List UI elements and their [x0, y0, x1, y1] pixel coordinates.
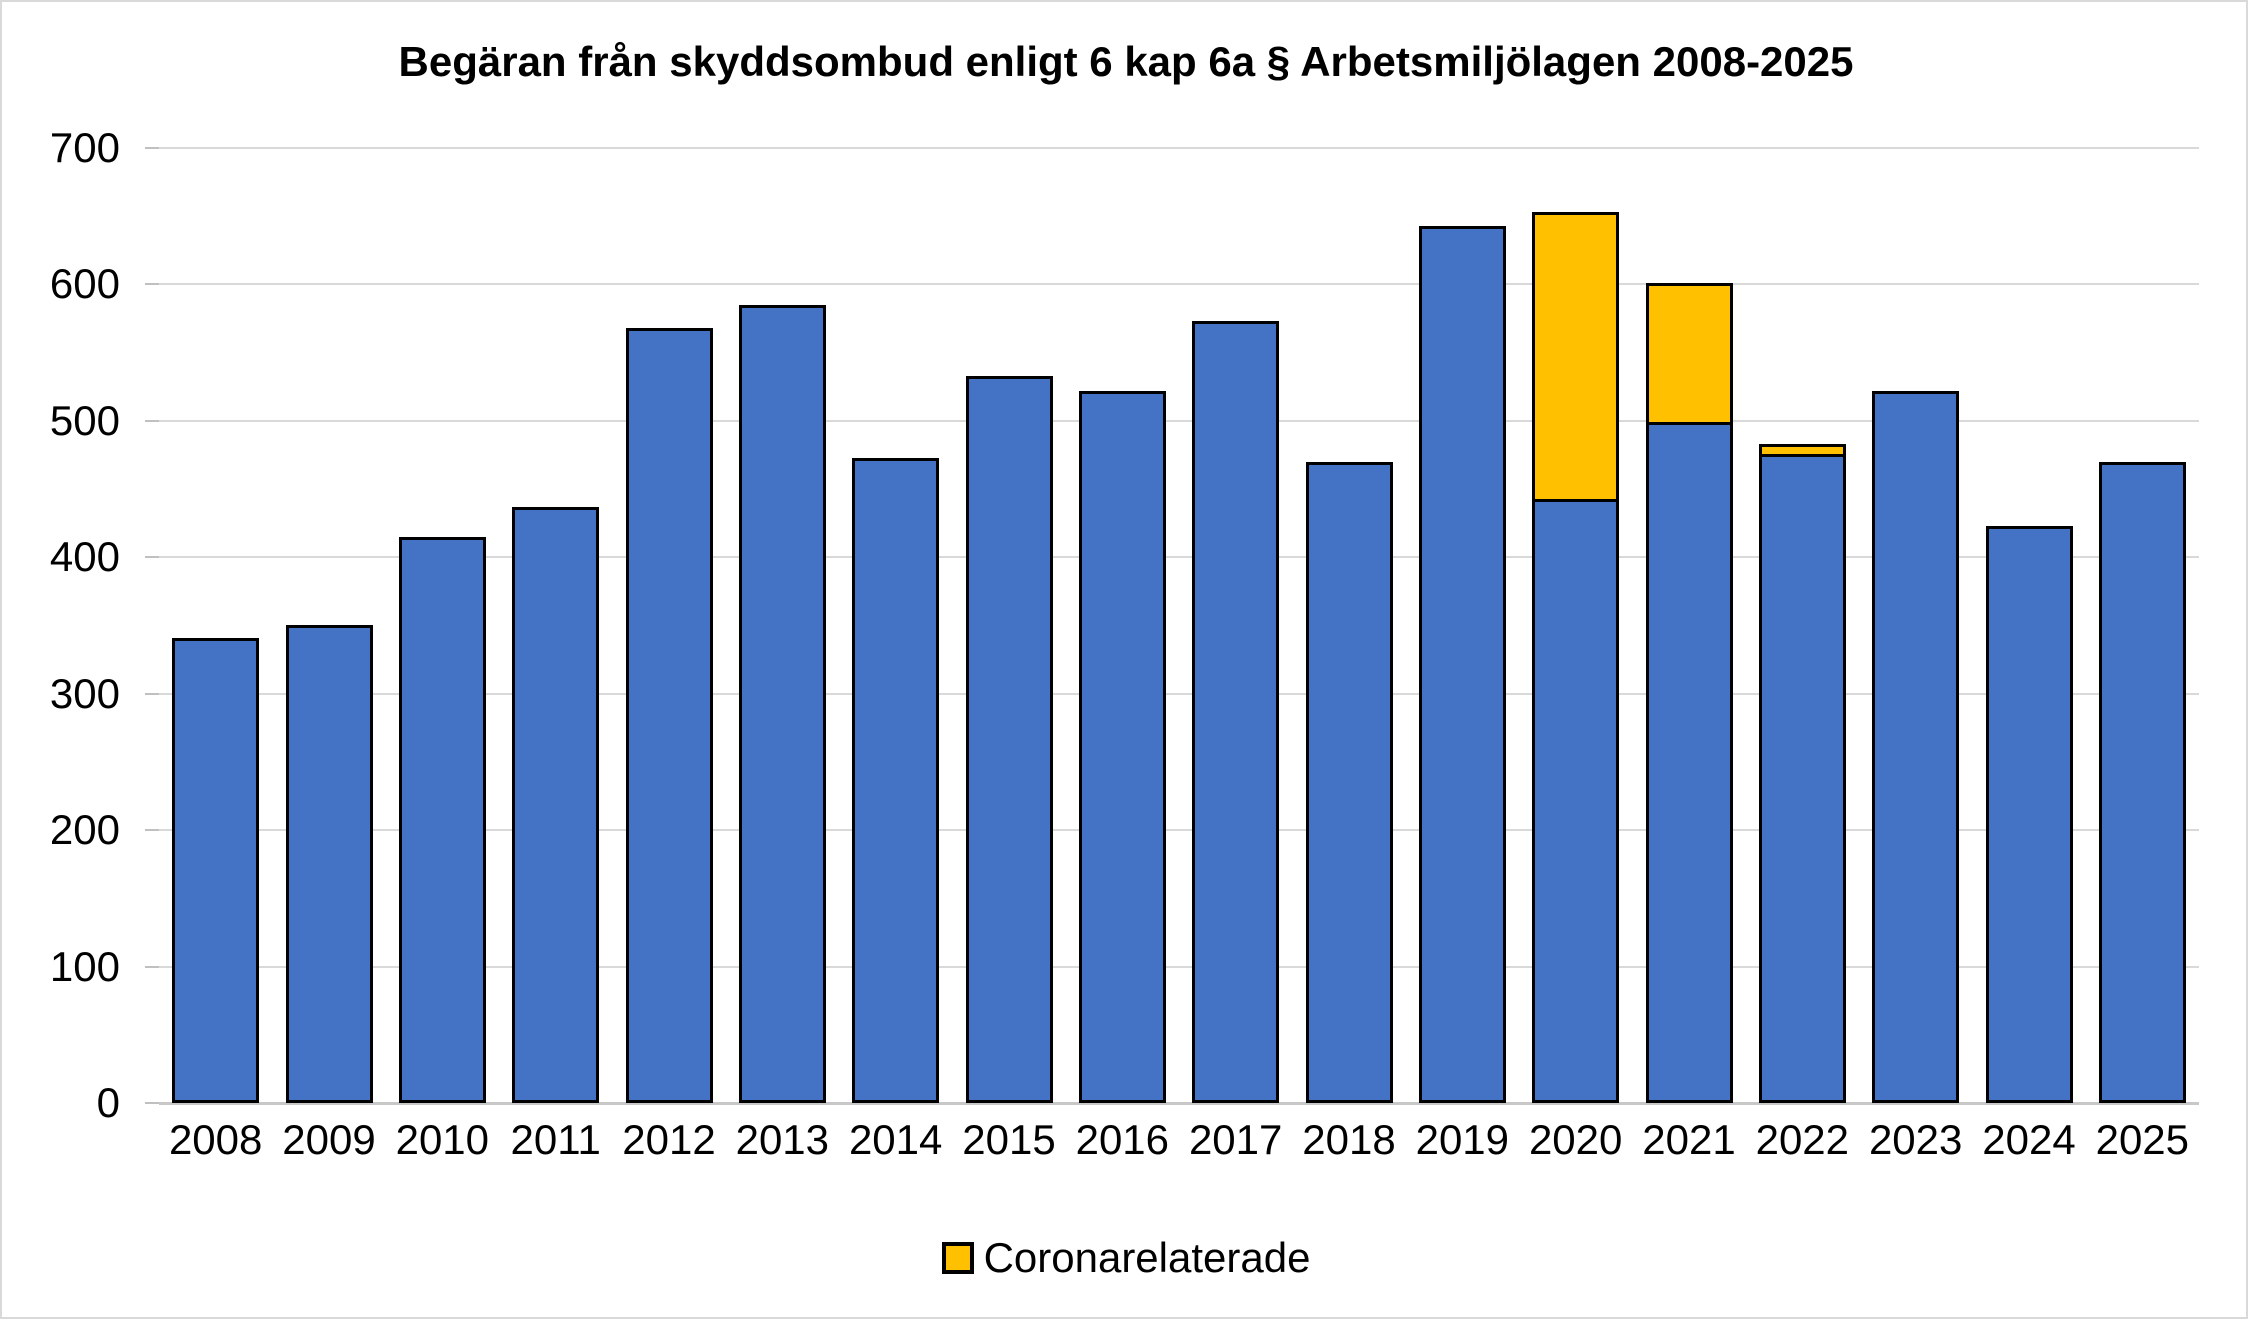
y-axis-label-500: 500: [49, 396, 120, 444]
x-axis-label-2012: 2012: [622, 1116, 716, 1163]
bar-2017: [1192, 321, 1280, 1103]
legend-corona-swatch-icon: [941, 1242, 974, 1274]
x-axis-label-2018: 2018: [1302, 1116, 1396, 1163]
x-axis-label-2013: 2013: [735, 1116, 830, 1163]
chart-title: Begäran från skyddsombud enligt 6 kap 6a…: [398, 38, 1854, 85]
x-axis-label-2014: 2014: [848, 1116, 943, 1163]
y-tick-mark-400: [145, 556, 159, 559]
bar-2025: [2098, 462, 2186, 1103]
bar-2021-corona-segment: [1645, 283, 1733, 422]
bar-2008-base-segment: [172, 638, 260, 1103]
x-axis-label-2017: 2017: [1188, 1116, 1283, 1163]
bar-2010-base-segment: [398, 537, 486, 1103]
bar-2021: [1645, 283, 1733, 1103]
x-axis-label-2010: 2010: [395, 1116, 490, 1163]
x-axis-label-2016: 2016: [1075, 1116, 1170, 1163]
y-axis-label-0: 0: [96, 1079, 120, 1126]
x-axis-label-2015: 2015: [962, 1116, 1056, 1163]
bar-2012: [625, 328, 713, 1103]
bar-2014: [852, 458, 940, 1103]
y-tick-mark-0: [145, 1102, 159, 1104]
y-axis-label-200: 200: [49, 806, 120, 854]
y-axis-label-400: 400: [49, 533, 120, 581]
y-tick-mark-300: [145, 692, 159, 695]
bar-2013-base-segment: [738, 305, 826, 1103]
bar-2020-corona-segment: [1532, 212, 1620, 499]
bar-2024-base-segment: [1985, 526, 2073, 1103]
y-tick-mark-500: [145, 419, 159, 422]
y-axis-label-100: 100: [49, 942, 120, 990]
bar-2015-base-segment: [965, 376, 1053, 1103]
y-tick-mark-100: [145, 965, 159, 968]
y-tick-mark-700: [145, 147, 159, 149]
bar-2013: [738, 305, 826, 1103]
legend: Coronarelaterade: [2, 1234, 2246, 1282]
x-axis-label-2008: 2008: [168, 1116, 263, 1163]
bar-2019-base-segment: [1418, 226, 1506, 1103]
x-axis-label-2025: 2025: [2095, 1116, 2190, 1163]
bar-2009: [285, 625, 373, 1103]
y-axis-label-700: 700: [49, 124, 120, 171]
legend-corona-label: Coronarelaterade: [983, 1234, 1311, 1281]
y-axis-label-300: 300: [49, 669, 120, 717]
x-axis-label-2024: 2024: [1982, 1116, 2076, 1163]
bar-2022-corona-segment: [1758, 444, 1846, 454]
gridline-300: [159, 692, 2199, 695]
bar-2020-base-segment: [1532, 499, 1620, 1103]
gridline-200: [159, 829, 2199, 832]
bar-2016: [1078, 391, 1166, 1103]
bar-2010: [398, 537, 486, 1103]
bar-2022-base-segment: [1758, 454, 1846, 1103]
bar-2024: [1985, 526, 2073, 1103]
bar-2021-base-segment: [1645, 422, 1733, 1103]
y-tick-mark-600: [145, 283, 159, 286]
x-axis-label-2023: 2023: [1868, 1116, 1963, 1163]
bar-2008: [172, 638, 260, 1103]
gridline-700: [159, 147, 2199, 149]
gridline-0: [159, 1102, 2199, 1105]
bar-2020: [1532, 212, 1620, 1103]
bar-2025-base-segment: [2098, 462, 2186, 1103]
gridline-100: [159, 965, 2199, 968]
x-axis-label-2011: 2011: [510, 1116, 601, 1163]
bar-2011-base-segment: [512, 507, 600, 1103]
bar-2014-base-segment: [852, 458, 940, 1103]
bar-2019: [1418, 226, 1506, 1103]
bar-2023: [1872, 391, 1960, 1103]
x-axis-label-2021: 2021: [1642, 1116, 1736, 1163]
x-axis-label-2009: 2009: [282, 1116, 376, 1163]
bar-2012-base-segment: [625, 328, 713, 1103]
bar-2009-base-segment: [285, 625, 373, 1103]
bar-2015: [965, 376, 1053, 1103]
gridline-600: [159, 283, 2199, 286]
gridline-400: [159, 556, 2199, 559]
x-axis-label-2022: 2022: [1755, 1116, 1850, 1163]
y-axis-label-600: 600: [49, 260, 120, 308]
bar-2016-base-segment: [1078, 391, 1166, 1103]
x-axis-label-2019: 2019: [1415, 1116, 1510, 1163]
bar-2018: [1305, 462, 1393, 1103]
bar-2011: [512, 507, 600, 1103]
bar-2023-base-segment: [1872, 391, 1960, 1103]
y-tick-mark-200: [145, 829, 159, 832]
bar-2018-base-segment: [1305, 462, 1393, 1103]
bar-2022: [1758, 444, 1846, 1103]
x-axis-label-2020: 2020: [1528, 1116, 1623, 1163]
gridline-500: [159, 419, 2199, 422]
bar-2017-base-segment: [1192, 321, 1280, 1103]
